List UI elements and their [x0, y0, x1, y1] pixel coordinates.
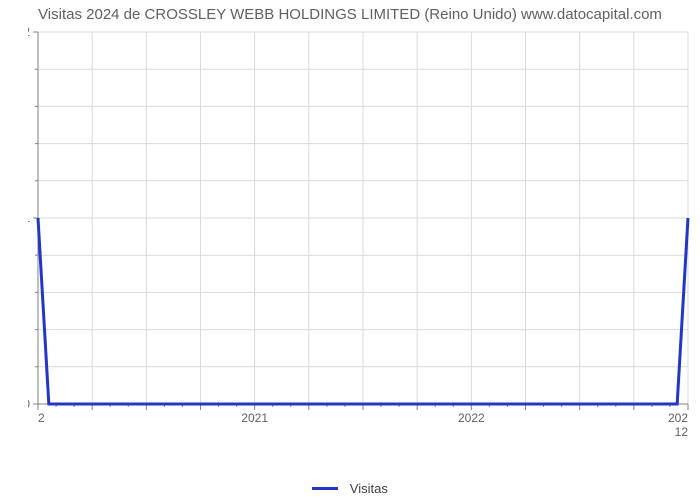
svg-text:0: 0 [28, 397, 30, 411]
svg-text:2022: 2022 [458, 411, 485, 425]
svg-text:1: 1 [28, 211, 30, 225]
chart-title: Visitas 2024 de CROSSLEY WEBB HOLDINGS L… [0, 6, 700, 23]
svg-text:2021: 2021 [241, 411, 268, 425]
visits-line-chart: 01222021202220212 [28, 26, 692, 446]
svg-text:2: 2 [28, 26, 30, 39]
svg-text:12: 12 [675, 425, 689, 439]
legend-swatch [312, 487, 338, 490]
chart-legend: Visitas [0, 480, 700, 496]
legend-label: Visitas [350, 481, 388, 496]
svg-text:202: 202 [668, 411, 688, 425]
svg-text:2: 2 [38, 411, 45, 425]
